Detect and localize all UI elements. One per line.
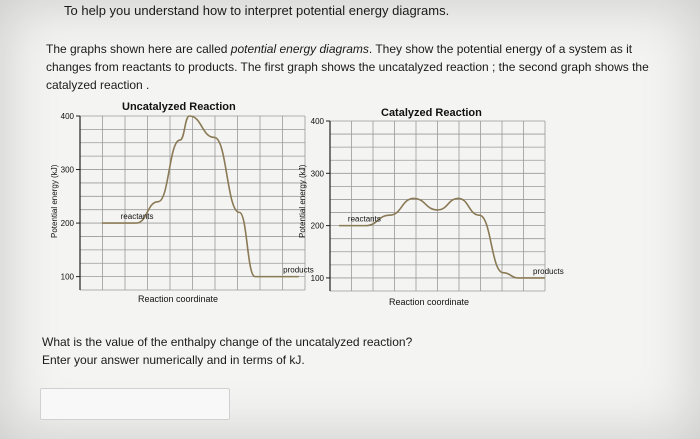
catalyzed-y-tick-label: 300 [311,169,325,178]
uncatalyzed-chart-title: Uncatalyzed Reaction [122,101,236,113]
uncatalyzed-grid [79,115,306,291]
uncatalyzed-energy-curve [101,115,299,278]
question-text: What is the value of the enthalpy change… [42,333,642,369]
question-line-2: Enter your answer numerically and in ter… [42,353,305,367]
uncatalyzed-x-axis-label: Reaction coordinate [138,294,219,304]
uncatalyzed-annotation-reactants: reactants [121,212,154,221]
catalyzed-y-axis-label: Potential energy (kJ) [298,164,307,238]
catalyzed-y-tick-label: 100 [311,274,325,283]
intro-emphasis: potential energy diagrams [230,42,369,56]
uncatalyzed-y-tick-label: 100 [61,273,75,282]
catalyzed-annotation-reactants: reactants [348,215,381,224]
uncatalyzed-y-tick-label: 300 [61,166,75,175]
catalyzed-chart-title: Catalyzed Reaction [381,107,482,119]
intro-part-1: The graphs shown here are called [46,42,231,56]
intro-part-2: . They show the potential energy of a sy… [46,42,649,92]
question-line-1: What is the value of the enthalpy change… [42,335,413,349]
catalyzed-y-tick-label: 200 [311,222,325,231]
catalyzed-y-tick-label: 400 [311,117,325,126]
catalyzed-x-axis-label: Reaction coordinate [389,297,470,307]
uncatalyzed-y-tick-label: 200 [61,219,75,228]
answer-input[interactable] [40,388,230,420]
uncatalyzed-y-axis-label: Potential energy (kJ) [50,164,59,238]
intro-paragraph: The graphs shown here are called potenti… [46,40,656,94]
uncatalyzed-y-tick-label: 400 [61,112,75,121]
catalyzed-grid [329,120,546,292]
catalyzed-energy-curve [338,197,545,279]
catalyzed-annotation-products: products [533,267,564,276]
header-title: To help you understand how to interpret … [64,3,450,18]
uncatalyzed-annotation-products: products [283,266,314,275]
